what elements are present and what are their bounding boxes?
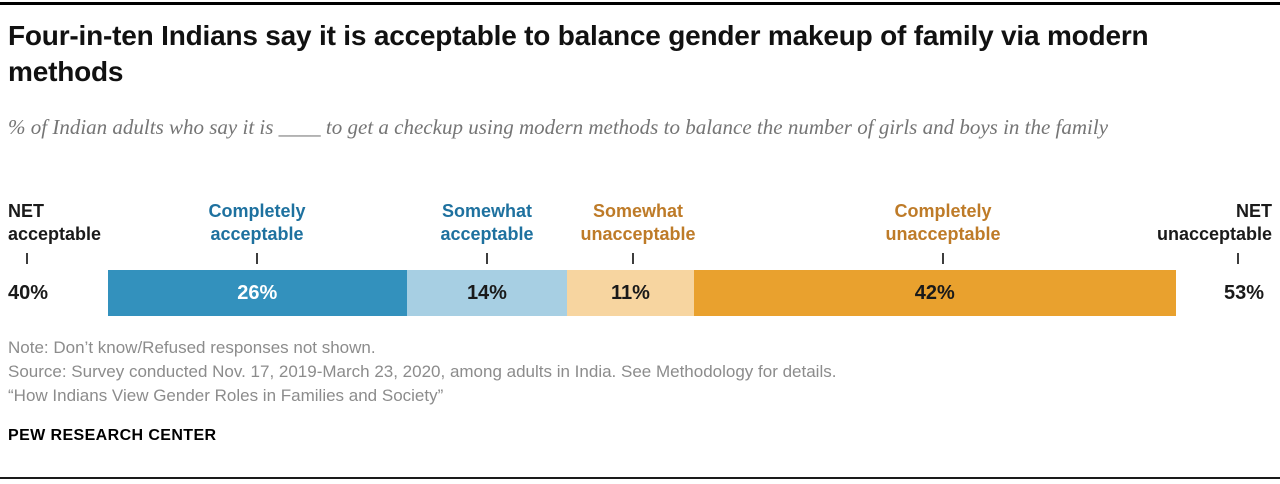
label-completely-unacceptable-line1: Completely bbox=[894, 201, 992, 221]
stacked-bar-chart: NET acceptable Completely acceptable Som… bbox=[0, 200, 1280, 320]
label-completely-unacceptable: Completely unacceptable bbox=[885, 200, 1000, 246]
label-somewhat-unacceptable: Somewhat unacceptable bbox=[580, 200, 695, 246]
label-completely-acceptable-line2: acceptable bbox=[210, 224, 304, 244]
label-net-acceptable-line2: acceptable bbox=[8, 224, 102, 244]
chart-subtitle: % of Indian adults who say it is ____ to… bbox=[8, 115, 1109, 139]
pew-research-center-wordmark: PEW RESEARCH CENTER bbox=[8, 427, 217, 444]
bar-segment-completely-acceptable-value: 26% bbox=[237, 281, 278, 304]
tick-somewhat-unacceptable bbox=[632, 253, 634, 264]
label-somewhat-unacceptable-line1: Somewhat bbox=[592, 201, 684, 221]
label-net-acceptable: NET acceptable bbox=[8, 200, 101, 246]
tick-completely-acceptable bbox=[256, 253, 258, 264]
label-net-unacceptable-line2: unacceptable bbox=[1156, 224, 1272, 244]
label-completely-unacceptable-line2: unacceptable bbox=[885, 224, 1001, 244]
label-net-acceptable-line1: NET bbox=[8, 201, 44, 221]
label-net-unacceptable-line1: NET bbox=[1236, 201, 1272, 221]
bar-row: 40% 26% 14% 11% 42% 53% bbox=[0, 270, 1280, 316]
chart-title: Four-in-ten Indians say it is acceptable… bbox=[8, 20, 1149, 88]
label-somewhat-acceptable-line2: acceptable bbox=[440, 224, 534, 244]
label-net-unacceptable: NET unacceptable bbox=[1157, 200, 1272, 246]
label-completely-acceptable-line1: Completely bbox=[208, 201, 306, 221]
bar-segment-somewhat-unacceptable: 11% bbox=[567, 270, 694, 316]
bottom-rule bbox=[0, 477, 1280, 479]
label-somewhat-acceptable: Somewhat acceptable bbox=[440, 200, 533, 246]
tick-net-acceptable bbox=[26, 253, 28, 264]
bar-segment-somewhat-unacceptable-value: 11% bbox=[611, 281, 650, 304]
tick-net-unacceptable bbox=[1237, 253, 1239, 264]
net-unacceptable-value: 53% bbox=[1223, 282, 1264, 304]
tick-completely-unacceptable bbox=[942, 253, 944, 264]
label-somewhat-acceptable-line1: Somewhat bbox=[441, 201, 533, 221]
bar-segment-completely-unacceptable: 42% bbox=[693, 270, 1176, 316]
source-line: Source: Survey conducted Nov. 17, 2019-M… bbox=[8, 362, 837, 381]
bar-segment-completely-acceptable: 26% bbox=[108, 270, 407, 316]
bar-segment-somewhat-acceptable: 14% bbox=[406, 270, 568, 316]
bar-segment-completely-unacceptable-value: 42% bbox=[914, 281, 955, 304]
net-acceptable-value: 40% bbox=[8, 282, 49, 304]
report-title-line: “How Indians View Gender Roles in Famili… bbox=[8, 386, 444, 405]
tick-somewhat-acceptable bbox=[486, 253, 488, 264]
label-somewhat-unacceptable-line2: unacceptable bbox=[580, 224, 696, 244]
top-rule bbox=[0, 2, 1280, 5]
label-completely-acceptable: Completely acceptable bbox=[208, 200, 305, 246]
bar-segment-somewhat-acceptable-value: 14% bbox=[466, 281, 507, 304]
footnote: Note: Don’t know/Refused responses not s… bbox=[8, 338, 376, 357]
stacked-bar: 26% 14% 11% 42% bbox=[108, 270, 1176, 316]
